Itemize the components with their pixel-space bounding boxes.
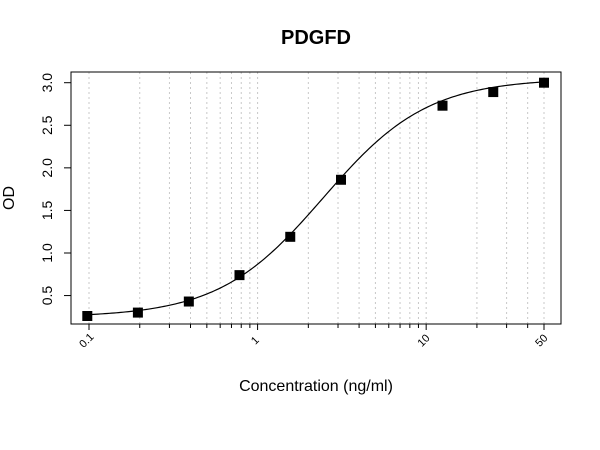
data-point	[539, 77, 549, 88]
y-tick-label: 2.0	[39, 158, 55, 178]
plot-frame	[70, 71, 562, 325]
data-points	[82, 77, 549, 321]
x-tick-label: 10	[415, 332, 432, 349]
data-point	[234, 270, 245, 281]
x-tick-label: 0.1	[77, 331, 96, 350]
fit-curve	[88, 81, 545, 316]
chart-title: PDGFD	[281, 27, 351, 49]
x-tick-label: 50	[533, 332, 550, 349]
y-tick-label: 0.5	[39, 286, 55, 306]
y-axis-label: OD	[1, 186, 18, 210]
data-point	[437, 100, 448, 111]
y-tick-label: 3.0	[39, 73, 55, 93]
x-axis-label: Concentration (ng/ml)	[239, 378, 393, 395]
data-point	[82, 311, 93, 321]
y-tick-label: 2.5	[39, 115, 55, 135]
data-point	[183, 296, 194, 307]
data-point	[488, 87, 499, 98]
y-tick-label: 1.5	[39, 200, 55, 220]
data-point	[132, 307, 143, 318]
grid	[88, 72, 545, 324]
data-point	[285, 231, 296, 242]
x-tick-label: 1	[249, 334, 262, 347]
x-axis: 0.1 1 10 50	[77, 324, 550, 351]
data-point	[336, 174, 347, 185]
y-tick-label: 1.0	[39, 243, 55, 263]
y-axis: 0.5 1.0 1.5 2.0 2.5 3.0	[39, 73, 72, 306]
